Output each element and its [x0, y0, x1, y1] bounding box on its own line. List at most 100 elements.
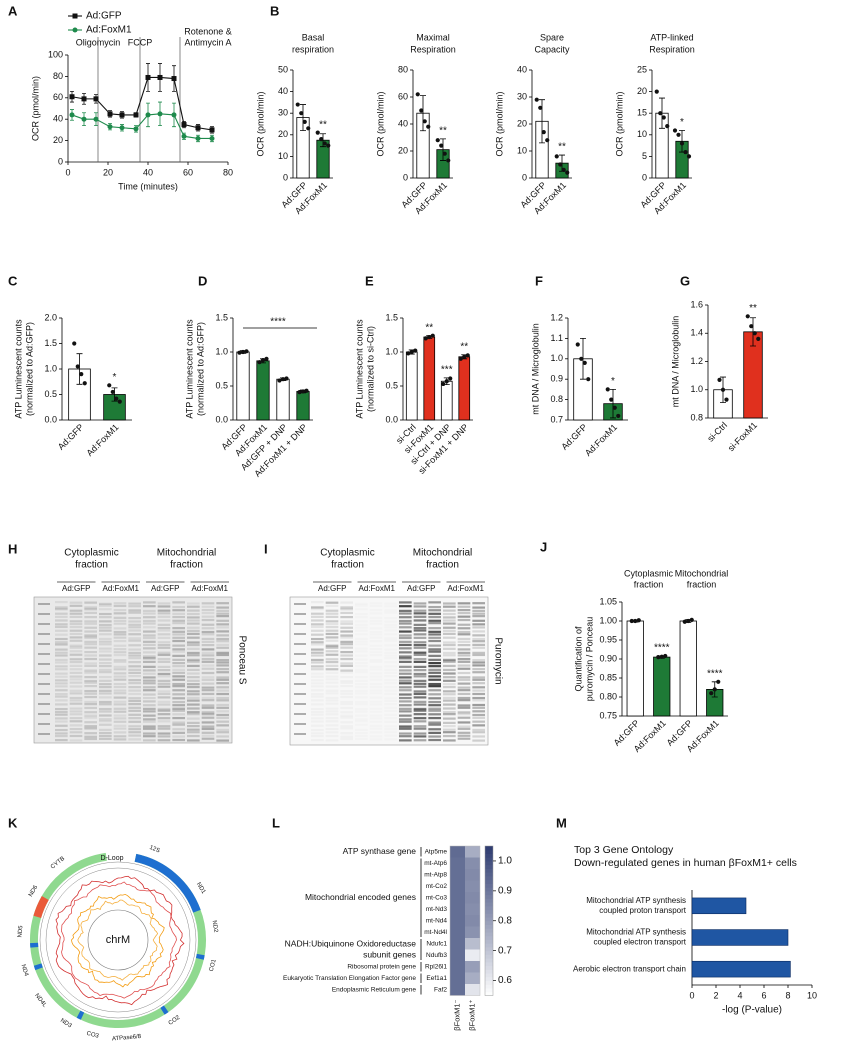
blot-band [187, 641, 200, 644]
colorbar-step [485, 973, 493, 978]
blot-band [355, 680, 368, 682]
blot-band [340, 693, 353, 695]
blot-band [113, 714, 127, 717]
ladder-band [294, 713, 306, 715]
blot-band [428, 723, 441, 726]
data-point [720, 387, 726, 392]
blot-band [457, 689, 471, 692]
significance: ** [460, 341, 468, 352]
y-axis-label: OCR (pmol/min) [375, 91, 385, 156]
blot-band [413, 665, 427, 668]
blot-band [457, 608, 471, 612]
colorbar-step [485, 939, 493, 944]
blot-band [370, 609, 383, 611]
blot-band [99, 637, 112, 641]
colorbar-step [485, 950, 493, 955]
blot-band [355, 641, 368, 643]
blot-band [457, 737, 471, 740]
blot-band [355, 654, 368, 656]
blot-band [443, 609, 456, 612]
x-tick-label: 4 [737, 990, 742, 1000]
blot-band [399, 619, 412, 623]
heat-cell [450, 892, 465, 904]
column-label: βFoxM1⁺ [467, 999, 476, 1030]
marker [81, 96, 87, 102]
blot-band [201, 602, 215, 605]
blot-band [143, 634, 156, 637]
blot-band [325, 629, 339, 632]
blot-band [69, 731, 83, 734]
blot-band [216, 606, 229, 609]
blot-band [128, 654, 141, 657]
blot-band [84, 735, 97, 738]
blot-band [472, 716, 485, 719]
blot-band [143, 727, 156, 730]
blot-band [172, 671, 185, 674]
blot-band [113, 717, 127, 720]
y-tick-label: 40 [398, 118, 408, 128]
blot-band [55, 629, 68, 632]
blot-band [157, 672, 171, 676]
blot-band [326, 735, 339, 737]
y-axis-label: OCR (pmol/min) [494, 91, 504, 156]
data-point [633, 618, 638, 624]
blot-band [340, 738, 353, 740]
blot-band [413, 732, 427, 735]
colorbar-step [485, 890, 493, 896]
blot-band [216, 676, 229, 679]
y-tick-label: 20 [278, 129, 288, 139]
y-tick-label: 1.4 [690, 328, 703, 338]
blot-band [201, 615, 215, 618]
blot-band [99, 665, 112, 668]
y-tick-label: 0.85 [599, 672, 617, 682]
blot-band [128, 644, 141, 647]
blot-band [340, 601, 353, 604]
heat-cell [450, 949, 465, 961]
blot-band [370, 731, 383, 733]
blot-band [143, 725, 156, 728]
blot-band [326, 717, 339, 719]
data-point [659, 654, 664, 659]
blot-band [69, 685, 83, 688]
blot-band [69, 625, 83, 629]
group-label: ATP synthase gene [343, 846, 417, 856]
blot-band [187, 654, 200, 657]
colorbar-step [485, 920, 493, 925]
blot-band [99, 700, 112, 704]
blot-band [99, 728, 112, 732]
blot-band [143, 686, 156, 689]
blot-band [84, 714, 97, 717]
blot-band [55, 734, 68, 738]
blot-band [216, 720, 229, 723]
panel-letter: B [270, 3, 279, 18]
blot-band [187, 668, 200, 672]
blot-band [55, 672, 68, 675]
blot-band [355, 729, 368, 731]
blot-band [128, 699, 141, 703]
blot-band [99, 658, 112, 661]
blot-band [99, 608, 112, 611]
blot-band [370, 721, 383, 723]
blot-band [128, 665, 141, 668]
blot-band [55, 707, 68, 711]
ring-segment [76, 1010, 85, 1020]
bar [236, 351, 250, 421]
blot-band [370, 605, 383, 607]
blot-band [443, 713, 456, 716]
blot-band [187, 679, 200, 682]
blot-band [128, 686, 141, 689]
y-axis-label: OCR (pmol/min) [255, 91, 265, 156]
blot-band [216, 640, 229, 643]
marker [119, 125, 125, 131]
blot-band [443, 647, 456, 650]
blot-band [55, 679, 68, 682]
blot-band [413, 692, 427, 696]
blot-band [443, 707, 456, 710]
y-axis-label: OCR (pmol/min) [30, 76, 40, 141]
y-tick-label: 1.5 [385, 312, 398, 322]
data-point [709, 691, 714, 696]
blot-band [413, 709, 427, 712]
blot-band [370, 675, 383, 677]
track [77, 899, 159, 981]
ladder-band [38, 623, 50, 625]
